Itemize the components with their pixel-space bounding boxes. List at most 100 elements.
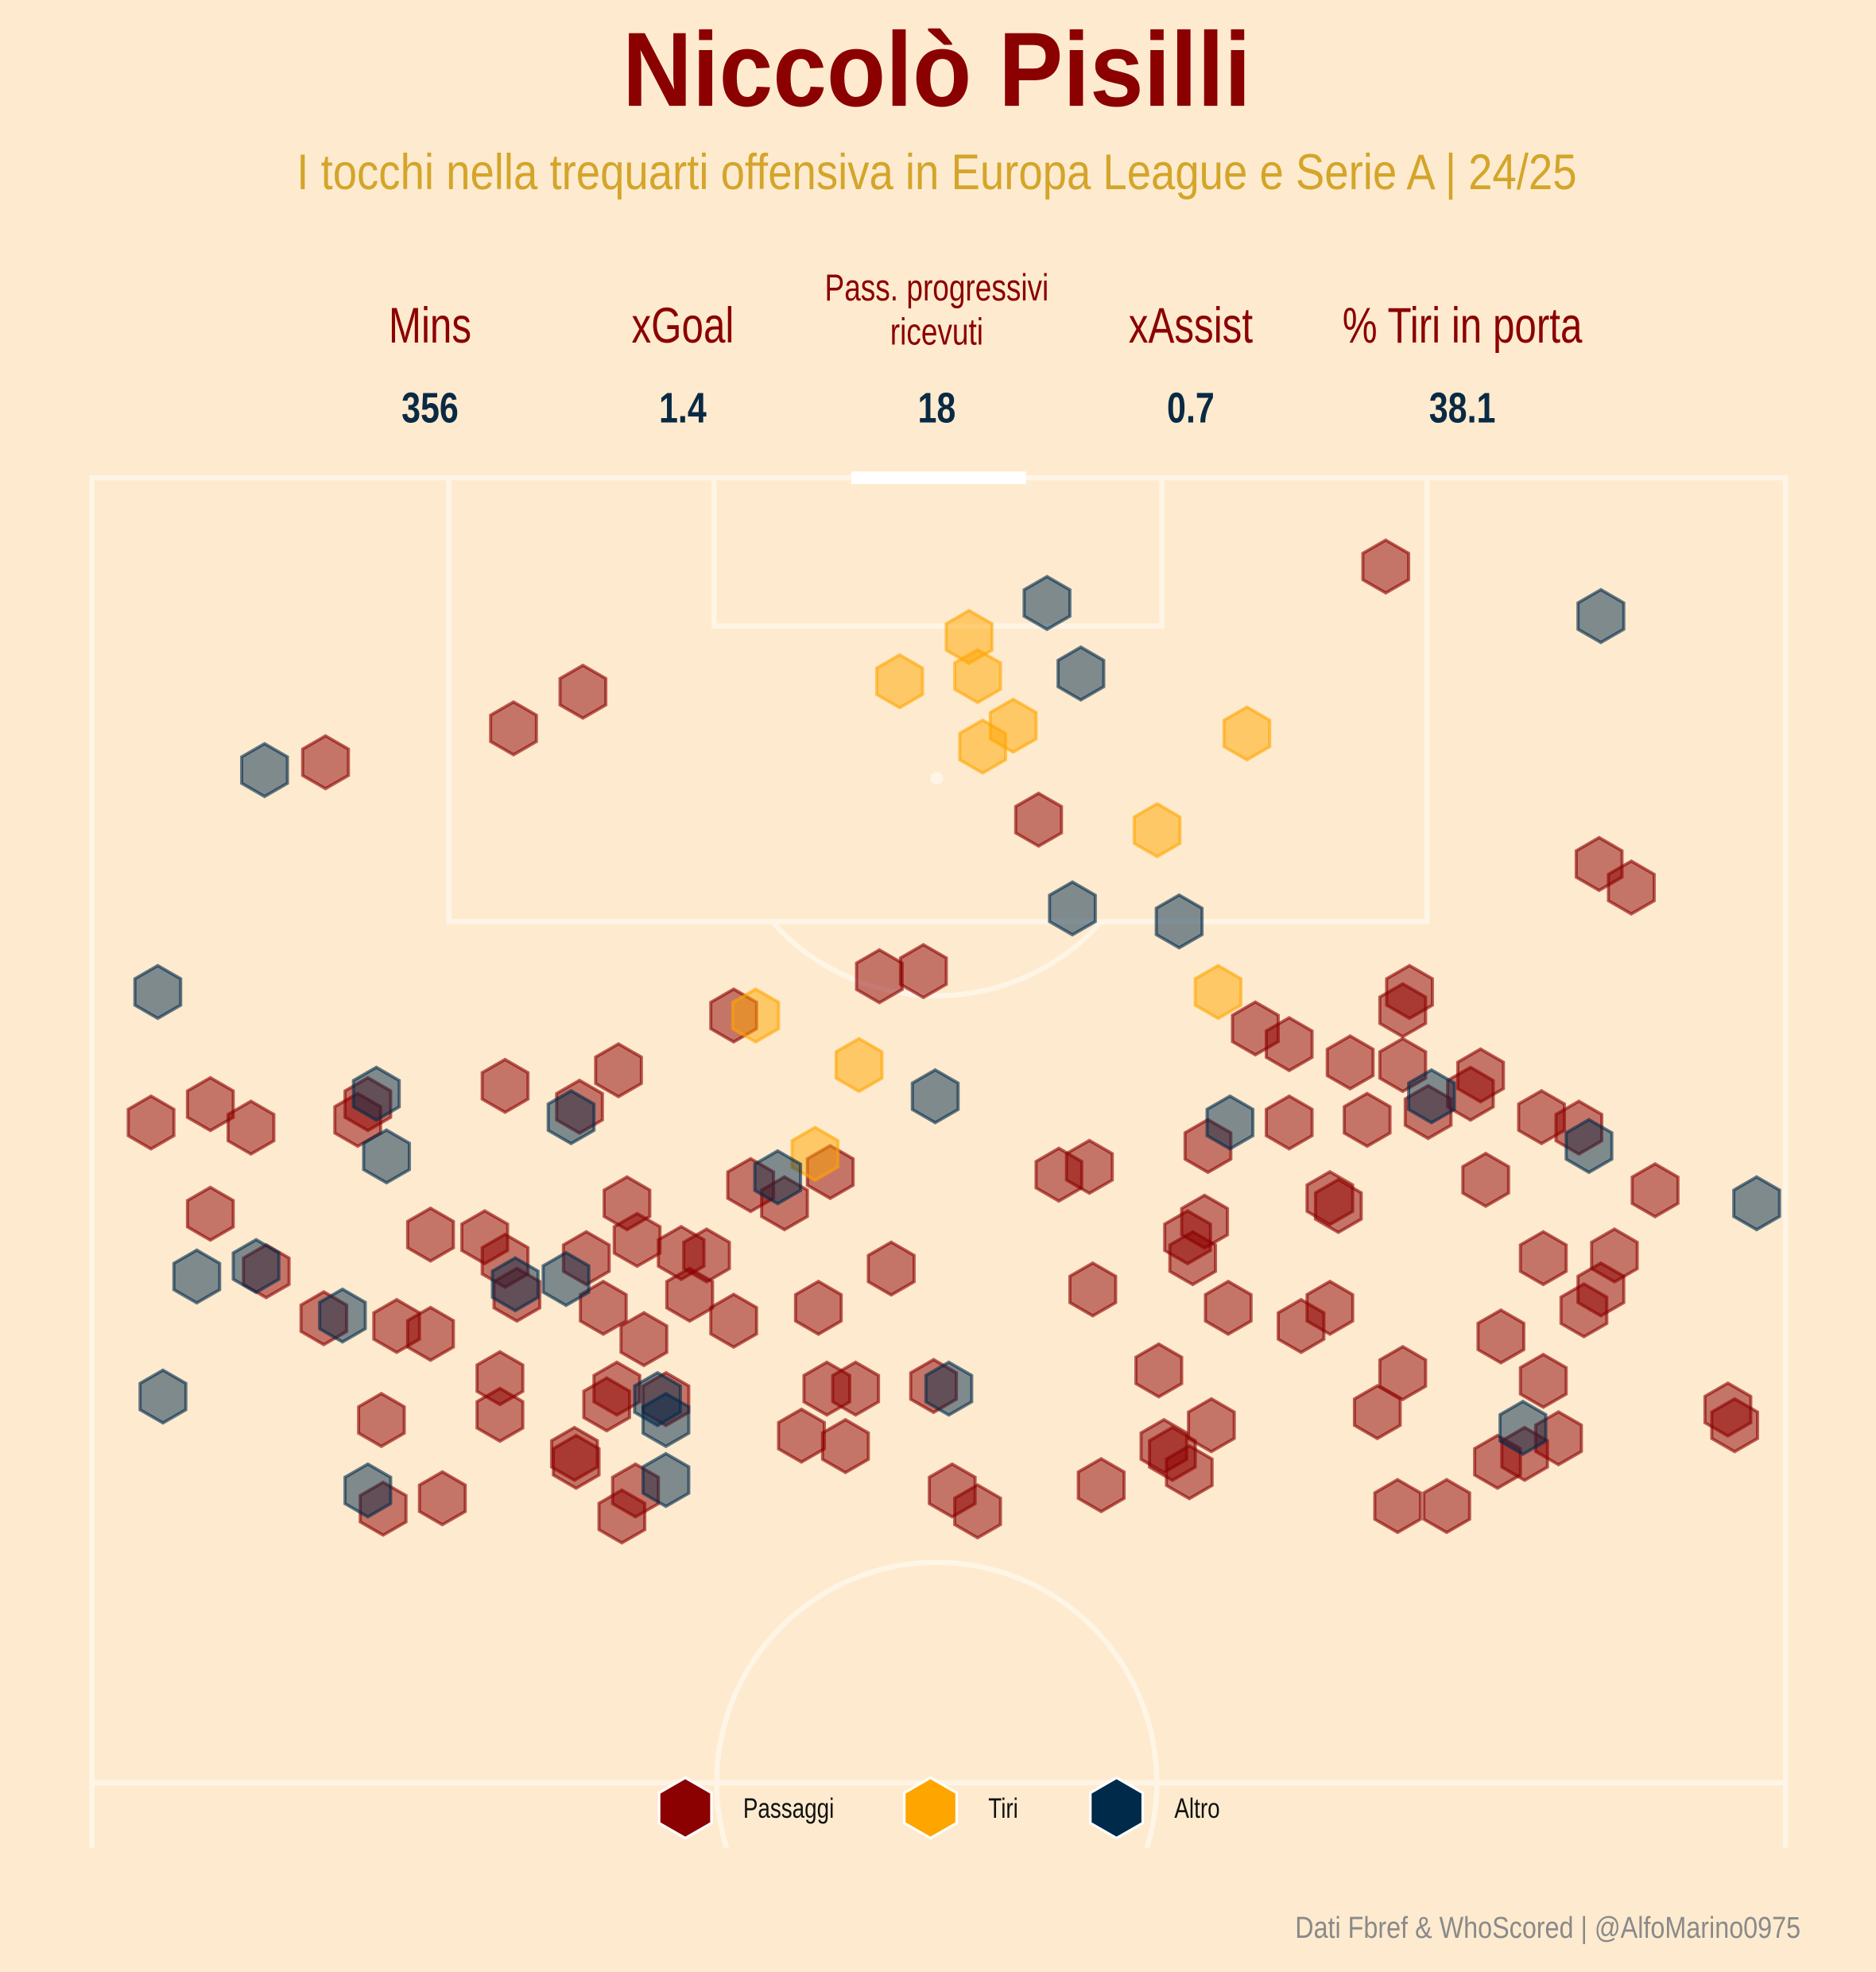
legend-label: Altro [1174, 1794, 1219, 1824]
touch-point [1378, 1344, 1428, 1401]
touch-point [1313, 1177, 1363, 1234]
touch-point [1607, 859, 1656, 916]
source: Dati Fbref & WhoScored | @AlfoMarino0975 [1295, 1912, 1800, 1945]
stat-value: 0.7 [1167, 384, 1215, 432]
touch-point [753, 1149, 803, 1206]
touch-point [619, 1311, 669, 1368]
touch-point [172, 1248, 222, 1305]
touch-point [490, 1256, 540, 1313]
touch-point [1564, 1118, 1614, 1175]
touch-point [1518, 1230, 1568, 1287]
touch-point [1498, 1399, 1548, 1456]
touch-point [1222, 705, 1272, 762]
stat-value: 1.4 [659, 384, 707, 432]
touch-point [185, 1075, 235, 1133]
touch-point [362, 1128, 412, 1185]
center-circle [714, 1559, 1160, 1850]
chart-subtitle: I tocchi nella trequarti offensiva in Eu… [297, 145, 1576, 200]
touch-point [1205, 1094, 1255, 1151]
touch-point [318, 1287, 367, 1344]
touch-point [1014, 791, 1064, 848]
touch-point [874, 653, 924, 710]
touch-point [1361, 538, 1411, 595]
stat-value: 38.1 [1429, 384, 1496, 432]
touch-point [1518, 1352, 1568, 1409]
stat-label: Mins [389, 298, 471, 354]
touch-point [185, 1185, 235, 1242]
touch-point [1517, 1089, 1567, 1146]
touch-point [793, 1279, 843, 1336]
touch-point [834, 1036, 884, 1094]
touch-point [133, 963, 183, 1021]
touch-point [1165, 1443, 1214, 1501]
stat-label: xGoal [631, 298, 734, 354]
touch-point [790, 1125, 840, 1183]
touch-point [597, 1488, 647, 1545]
touch-point [417, 1470, 467, 1527]
touch-point [240, 742, 289, 799]
touch-point [1422, 1478, 1471, 1535]
touch-point [910, 1067, 960, 1125]
touch-point [351, 1065, 401, 1122]
touch-point [1732, 1175, 1781, 1232]
touch-point [231, 1238, 281, 1295]
six-yard-box [711, 478, 1165, 629]
touch-point [1193, 963, 1243, 1021]
touch-point [475, 1386, 525, 1443]
touch-point [866, 1240, 916, 1297]
touch-point [665, 1266, 715, 1323]
touch-point [731, 987, 781, 1044]
touch-point [1265, 1094, 1314, 1151]
touch-point [357, 1391, 406, 1448]
legend-swatch [903, 1776, 958, 1840]
touch-point [1277, 1297, 1326, 1354]
touch-point [953, 1482, 1002, 1540]
touch-point [1352, 1384, 1402, 1441]
touch-point [1343, 1091, 1392, 1149]
touch-point [1132, 801, 1182, 858]
stat-label: ricevuti [890, 311, 983, 353]
touch-point [1630, 1161, 1680, 1218]
penalty-arc [769, 920, 1103, 998]
legend-label: Tiri [988, 1794, 1018, 1824]
touch-point [777, 1407, 826, 1464]
touch-point [641, 1451, 691, 1509]
touch-point [953, 648, 1002, 705]
legend-swatch [1089, 1776, 1145, 1840]
touch-point [343, 1462, 393, 1519]
touch-point [489, 699, 538, 757]
touch-point [1154, 893, 1204, 950]
penalty-spot [930, 772, 944, 785]
touch-point [709, 1292, 758, 1350]
marks [126, 538, 1781, 1545]
touch-point [546, 1089, 596, 1146]
stats: Mins 356 xGoal 1.4 Pass. progressiviricevuti… [389, 267, 1583, 432]
touch-point [1187, 1397, 1236, 1454]
stat-label: xAssist [1129, 298, 1254, 354]
touch-point [1559, 1282, 1609, 1339]
touch-point [405, 1305, 455, 1362]
stat-value: 18 [917, 384, 955, 432]
touch-point [594, 1042, 643, 1099]
stat-label: Pass. progressivi [825, 267, 1049, 309]
touch-point [226, 1099, 276, 1156]
touch-point [855, 947, 904, 1005]
touch-point [1064, 1138, 1114, 1195]
touch-point [898, 943, 948, 1000]
touch-point [300, 734, 351, 791]
touch-point [582, 1376, 631, 1433]
touch-point [541, 1250, 591, 1308]
touch-point [820, 1417, 870, 1474]
touch-point [1068, 1261, 1118, 1318]
touch-point [1265, 1016, 1314, 1073]
touch-point [1373, 1478, 1422, 1535]
touch-point [1576, 587, 1626, 645]
touch-point [1134, 1342, 1184, 1399]
touch-point [1076, 1457, 1126, 1514]
touch-point [1168, 1230, 1218, 1287]
stat-value: 356 [401, 384, 459, 432]
touch-point [641, 1391, 691, 1448]
touch-point [405, 1206, 455, 1263]
